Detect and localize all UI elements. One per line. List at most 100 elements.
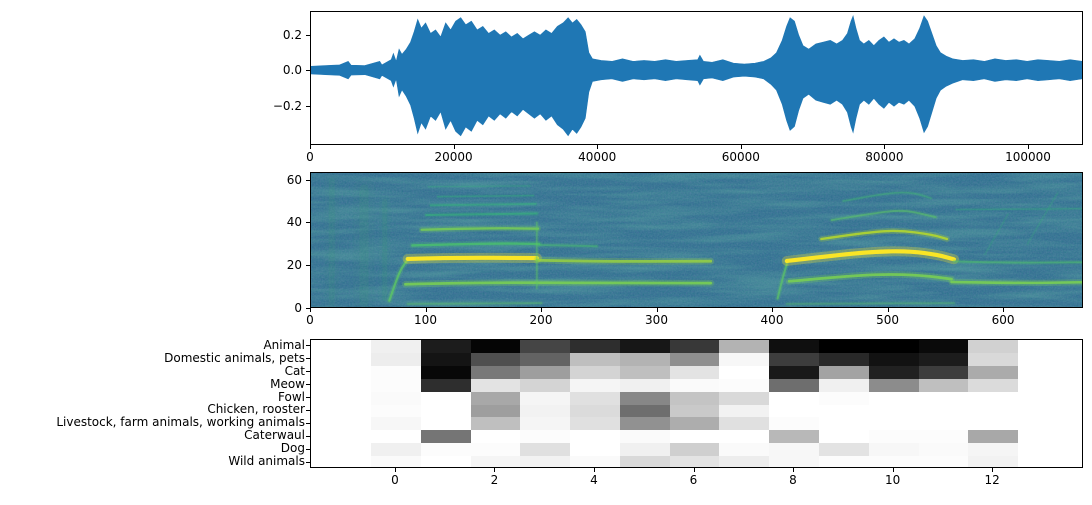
waveform-ytick xyxy=(306,34,310,36)
waveform-xtick-label: 80000 xyxy=(865,150,904,164)
heatmap-cell xyxy=(311,443,372,457)
heatmap-cell xyxy=(619,456,671,467)
spectrogram-ytick-label: 40 xyxy=(286,215,302,230)
heatmap-cell xyxy=(769,404,820,418)
heatmap-cell xyxy=(968,404,1019,418)
heatmap-cell xyxy=(311,352,372,367)
heatmap-cell xyxy=(311,378,372,393)
heatmap-cell xyxy=(669,378,720,393)
heatmap-xtick-label: 4 xyxy=(590,473,598,487)
heatmap-cell xyxy=(968,391,1019,406)
waveform-ytick-label: 0.2 xyxy=(282,27,302,42)
heatmap-cell xyxy=(968,443,1019,457)
heatmap-cell xyxy=(420,340,472,354)
heatmap-ytick xyxy=(306,358,310,360)
heatmap-cell xyxy=(719,391,770,406)
heatmap-cell xyxy=(371,378,422,393)
waveform-canvas xyxy=(311,14,1082,137)
heatmap-cell xyxy=(520,417,571,431)
heatmap-cell xyxy=(868,352,920,367)
heatmap-xtick xyxy=(992,468,994,472)
heatmap-cell xyxy=(669,365,720,380)
heatmap-cell xyxy=(420,365,472,380)
heatmap-cell xyxy=(570,443,621,457)
heatmap-cell xyxy=(619,391,671,406)
heatmap-cell xyxy=(918,417,969,431)
heatmap-cell xyxy=(968,430,1019,444)
heatmap-cell xyxy=(968,352,1019,367)
heatmap-cell xyxy=(818,365,870,380)
heatmap-cell xyxy=(719,417,770,431)
heatmap-cell xyxy=(669,443,720,457)
heatmap-cell xyxy=(619,404,671,418)
heatmap-cell xyxy=(619,430,671,444)
heatmap-row-label: Meow xyxy=(270,376,305,391)
heatmap-cell xyxy=(719,430,770,444)
heatmap-cell xyxy=(818,352,870,367)
heatmap-cell xyxy=(420,391,472,406)
heatmap-ytick xyxy=(306,397,310,399)
spectrogram-harmonics xyxy=(328,177,1082,307)
spectrogram-ytick xyxy=(306,308,310,309)
waveform-xtick xyxy=(884,145,886,149)
heatmap-cell xyxy=(918,365,969,380)
heatmap-row-label: Domestic animals, pets xyxy=(164,350,305,365)
heatmap-cell xyxy=(371,430,422,444)
heatmap-cell xyxy=(470,365,521,380)
heatmap-row-label: Chicken, rooster xyxy=(207,402,305,417)
heatmap-cell xyxy=(520,456,571,467)
heatmap-cell xyxy=(669,391,720,406)
spectrogram-plot xyxy=(310,172,1083,308)
heatmap-cell xyxy=(470,378,521,393)
heatmap-xtick xyxy=(892,468,894,472)
heatmap-cell xyxy=(371,352,422,367)
waveform-xtick-label: 40000 xyxy=(578,150,617,164)
waveform-xtick-label: 100000 xyxy=(1005,150,1051,164)
heatmap-cell xyxy=(470,391,521,406)
spectrogram-xtick-label: 600 xyxy=(991,313,1015,327)
spectrogram-xtick-label: 300 xyxy=(645,313,668,327)
waveform-ytick xyxy=(306,70,310,71)
heatmap-cell xyxy=(570,378,621,393)
heatmap-cell xyxy=(520,430,571,444)
heatmap-cell xyxy=(371,404,422,418)
heatmap-cell xyxy=(311,404,372,418)
waveform-ytick-label: 0.0 xyxy=(282,63,302,77)
heatmap-row-label: Cat xyxy=(284,363,305,378)
heatmap-xtick-label: 0 xyxy=(391,473,399,487)
heatmap-cell xyxy=(420,417,472,431)
heatmap-cell xyxy=(520,391,571,406)
waveform-xtick xyxy=(310,145,311,149)
waveform-xtick-label: 20000 xyxy=(434,150,473,164)
heatmap-cell xyxy=(619,443,671,457)
heatmap-xtick xyxy=(594,468,595,472)
spectrogram-xtick xyxy=(541,308,542,312)
heatmap-cell xyxy=(669,352,720,367)
heatmap-row-label: Fowl xyxy=(278,389,305,404)
heatmap-cell xyxy=(470,456,521,467)
waveform-trace xyxy=(311,14,1082,137)
spectrogram-canvas xyxy=(311,173,1082,307)
heatmap-cell xyxy=(918,430,969,444)
spectrogram-xtick-label: 100 xyxy=(414,313,437,327)
spectrogram-xtick xyxy=(310,308,311,312)
heatmap-cell xyxy=(470,417,521,431)
spectrogram-ytick-label: 0 xyxy=(294,301,302,315)
heatmap-cell xyxy=(918,456,969,467)
heatmap-cell xyxy=(719,456,770,467)
heatmap-right-padding xyxy=(1018,340,1082,467)
heatmap-cell xyxy=(719,340,770,354)
heatmap-cell xyxy=(619,340,671,354)
heatmap-cell xyxy=(769,456,820,467)
heatmap-cell xyxy=(719,404,770,418)
heatmap-cell xyxy=(570,352,621,367)
waveform-xtick-label: 0 xyxy=(306,150,314,164)
heatmap-cell xyxy=(868,404,920,418)
heatmap-cell xyxy=(420,443,472,457)
waveform-xtick xyxy=(1028,145,1029,149)
heatmap-cell xyxy=(371,443,422,457)
heatmap-cell xyxy=(868,456,920,467)
heatmap-xtick-label: 10 xyxy=(884,473,901,487)
heatmap-cell xyxy=(968,365,1019,380)
heatmap-row-label: Caterwaul xyxy=(244,428,305,443)
